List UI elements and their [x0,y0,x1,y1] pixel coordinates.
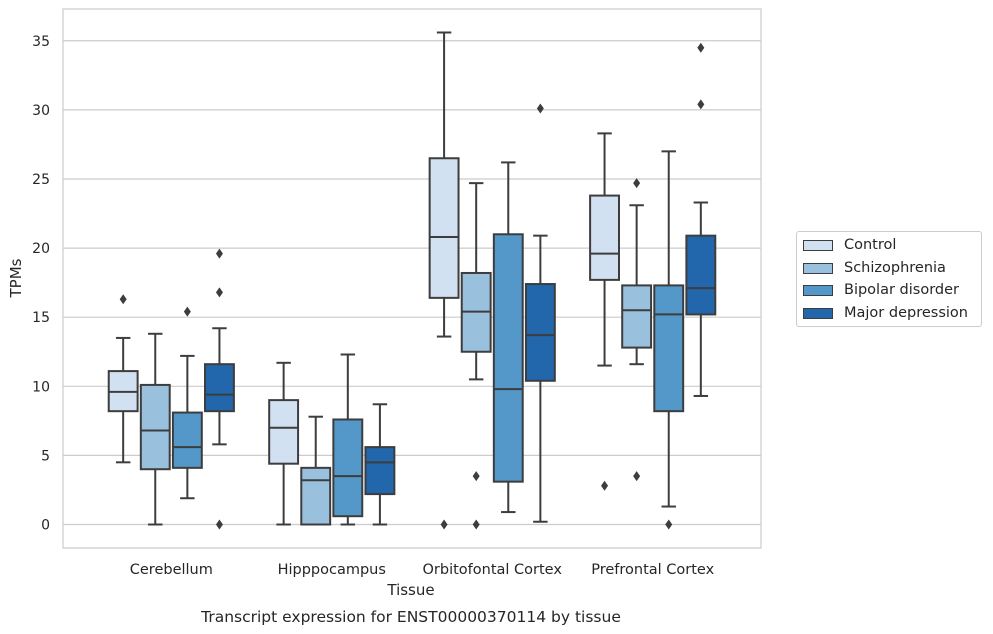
box-schizophrenia [460,182,492,530]
iqr-box [364,446,396,496]
iqr-box [685,234,717,316]
outlier-point [119,294,127,305]
box-major-depression [685,42,717,397]
y-tick-label-0: 0 [41,518,50,534]
outlier-point [665,519,673,530]
y-tick-label-20: 20 [32,241,50,257]
box-major-depression [204,248,235,530]
outlier-point [697,99,705,110]
legend-item-control: Control [803,235,896,255]
plot-area-frame [62,8,762,549]
x-tick-label: Orbitofontal Cortex [423,562,563,578]
box-bipolar-disorder [332,353,364,526]
legend-item-bipolar-disorder: Bipolar disorder [803,280,959,300]
x-tick-label: Prefrontal Cortex [591,562,714,578]
outlier-point [472,519,480,530]
y-tick-label-25: 25 [32,172,50,188]
legend-item-schizophrenia: Schizophrenia [803,258,946,278]
legend-swatch-schizophrenia [803,262,833,274]
iqr-box [268,399,300,465]
x-tick-labels: Cerebellum Hipppocampus Orbitofontal Corte… [130,562,715,578]
boxes [107,31,717,530]
outlier-point [215,287,223,298]
legend-label-major-depression: Major depression [844,305,968,321]
box-control [428,31,460,530]
legend-item-major-depression: Major depression [803,303,968,323]
legend-swatch-major-depression [803,307,833,319]
box-schizophrenia [300,415,332,526]
outlier-point [633,178,641,189]
y-tick-label-10: 10 [32,379,50,395]
outlier-point [215,519,223,530]
iqr-box [524,283,556,382]
outlier-point [536,103,544,114]
iqr-box [492,233,524,483]
y-tick-label-5: 5 [41,448,50,464]
legend-label-bipolar-disorder: Bipolar disorder [844,282,959,298]
box-major-depression [364,403,396,526]
x-axis-label: Tissue [386,581,434,599]
legend-label-control: Control [844,237,897,253]
box-schizophrenia [621,178,653,482]
iqr-box [589,194,620,281]
outlier-point [215,248,223,259]
outlier-point [633,471,641,482]
legend-label-schizophrenia: Schizophrenia [844,260,946,276]
outlier-point [601,480,609,491]
iqr-box [171,411,203,469]
box-schizophrenia [139,332,171,526]
iqr-box [300,466,332,526]
box-control [589,132,620,491]
outlier-point [697,42,705,53]
outlier-point [440,519,448,530]
box-control [268,361,300,526]
chart-caption: Transcript expression for ENST0000037011… [200,608,621,626]
outlier-point [472,471,480,482]
legend: Control Schizophrenia Bipolar disorder M… [796,231,982,327]
outlier-point [183,306,191,317]
y-tick-label-30: 30 [32,103,50,119]
y-tick-labels: 0 5 10 15 20 25 30 35 [32,34,50,534]
iqr-box [653,284,685,413]
box-bipolar-disorder [653,150,685,530]
box-major-depression [524,103,556,523]
x-tick-label: Cerebellum [130,562,213,578]
y-tick-label-35: 35 [32,34,50,50]
iqr-box [428,157,460,299]
legend-swatch-bipolar-disorder [803,284,833,296]
legend-swatch-control [803,239,833,251]
x-tick-label: Hipppocampus [278,562,386,578]
iqr-box [139,383,171,471]
box-bipolar-disorder [171,306,203,500]
iqr-box [332,418,364,518]
iqr-box [621,284,653,349]
y-tick-label-15: 15 [32,310,50,326]
iqr-box [204,363,235,413]
y-axis-label: TPMs [7,258,25,298]
box-control [107,294,139,464]
box-bipolar-disorder [492,161,524,514]
